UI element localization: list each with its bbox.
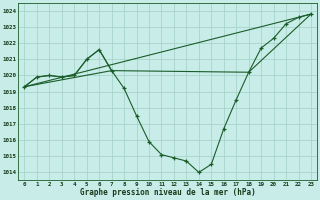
X-axis label: Graphe pression niveau de la mer (hPa): Graphe pression niveau de la mer (hPa) [80, 188, 256, 197]
